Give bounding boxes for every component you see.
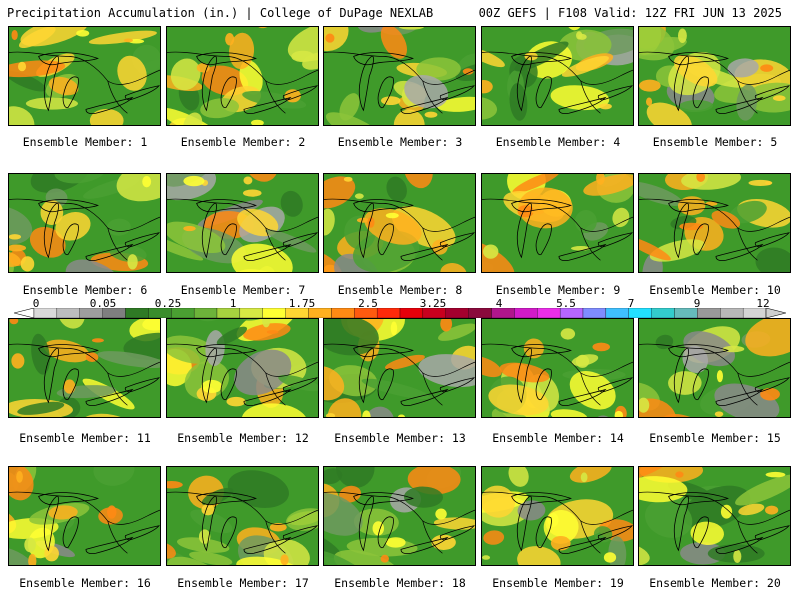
ensemble-member-map-13 bbox=[323, 318, 476, 418]
ensemble-member-label: Ensemble Member: 13 bbox=[334, 431, 466, 445]
ensemble-member-label: Ensemble Member: 14 bbox=[492, 431, 624, 445]
precip-field bbox=[167, 319, 318, 417]
run-valid-time: 00Z GEFS | F108 Valid: 12Z FRI JUN 13 20… bbox=[478, 6, 782, 20]
precip-field bbox=[639, 467, 790, 565]
ensemble-member-map-4 bbox=[481, 26, 634, 126]
ensemble-member-label: Ensemble Member: 12 bbox=[177, 431, 309, 445]
ensemble-member-map-5 bbox=[638, 26, 791, 126]
ensemble-member-map-12 bbox=[166, 318, 319, 418]
ensemble-member-label: Ensemble Member: 9 bbox=[495, 283, 621, 297]
precip-field bbox=[324, 174, 475, 272]
ensemble-member-label: Ensemble Member: 15 bbox=[649, 431, 781, 445]
colorbar-tick-label: 7 bbox=[627, 297, 635, 310]
ensemble-member-label: Ensemble Member: 5 bbox=[652, 135, 778, 149]
colorbar-tick-label: 0.05 bbox=[89, 297, 117, 310]
ensemble-member-map-3 bbox=[323, 26, 476, 126]
colorbar-tick-label: 3.25 bbox=[419, 297, 447, 310]
ensemble-member-label: Ensemble Member: 18 bbox=[334, 576, 466, 590]
ensemble-member-map-15 bbox=[638, 318, 791, 418]
colorbar-tick-label: 12 bbox=[756, 297, 770, 310]
precip-field bbox=[482, 27, 633, 125]
ensemble-member-map-16 bbox=[8, 466, 161, 566]
precip-field bbox=[324, 467, 475, 565]
ensemble-member-map-6 bbox=[8, 173, 161, 273]
ensemble-member-map-20 bbox=[638, 466, 791, 566]
precip-field bbox=[639, 27, 790, 125]
ensemble-member-label: Ensemble Member: 6 bbox=[22, 283, 148, 297]
ensemble-member-map-19 bbox=[481, 466, 634, 566]
ensemble-member-map-10 bbox=[638, 173, 791, 273]
ensemble-member-map-7 bbox=[166, 173, 319, 273]
colorbar-tick-label: 2.5 bbox=[358, 297, 378, 310]
ensemble-member-map-2 bbox=[166, 26, 319, 126]
precip-field bbox=[324, 319, 475, 417]
precip-field bbox=[639, 174, 790, 272]
precip-field bbox=[9, 174, 160, 272]
ensemble-member-map-14 bbox=[481, 318, 634, 418]
ensemble-member-label: Ensemble Member: 3 bbox=[337, 135, 463, 149]
precip-field bbox=[167, 27, 318, 125]
colorbar-tick-label: 4 bbox=[495, 297, 503, 310]
precip-field bbox=[324, 27, 475, 125]
ensemble-member-label: Ensemble Member: 4 bbox=[495, 135, 621, 149]
ensemble-member-label: Ensemble Member: 7 bbox=[180, 283, 306, 297]
precip-field bbox=[639, 319, 790, 417]
precip-field bbox=[9, 467, 160, 565]
colorbar-tick-label: 5.5 bbox=[556, 297, 576, 310]
precip-field bbox=[482, 319, 633, 417]
ensemble-member-map-18 bbox=[323, 466, 476, 566]
colorbar-tick-label: 1 bbox=[229, 297, 237, 310]
precip-colorbar bbox=[14, 308, 786, 318]
ensemble-member-label: Ensemble Member: 10 bbox=[649, 283, 781, 297]
precip-field bbox=[482, 467, 633, 565]
ensemble-member-map-8 bbox=[323, 173, 476, 273]
precip-field bbox=[9, 27, 160, 125]
ensemble-member-label: Ensemble Member: 19 bbox=[492, 576, 624, 590]
colorbar-tick-label: 1.75 bbox=[288, 297, 316, 310]
ensemble-member-label: Ensemble Member: 17 bbox=[177, 576, 309, 590]
ensemble-member-label: Ensemble Member: 2 bbox=[180, 135, 306, 149]
ensemble-member-label: Ensemble Member: 8 bbox=[337, 283, 463, 297]
colorbar-tick-label: 0 bbox=[32, 297, 40, 310]
colorbar-tick-label: 9 bbox=[693, 297, 701, 310]
ensemble-member-map-11 bbox=[8, 318, 161, 418]
ensemble-member-label: Ensemble Member: 11 bbox=[19, 431, 151, 445]
colorbar-tick-label: 0.25 bbox=[154, 297, 182, 310]
precip-field bbox=[482, 174, 633, 272]
ensemble-member-map-1 bbox=[8, 26, 161, 126]
precip-field bbox=[9, 319, 160, 417]
ensemble-member-label: Ensemble Member: 20 bbox=[649, 576, 781, 590]
precip-field bbox=[167, 174, 318, 272]
ensemble-member-label: Ensemble Member: 1 bbox=[22, 135, 148, 149]
map-title: Precipitation Accumulation (in.) | Colle… bbox=[7, 6, 434, 20]
ensemble-member-map-17 bbox=[166, 466, 319, 566]
ensemble-member-label: Ensemble Member: 16 bbox=[19, 576, 151, 590]
precip-field bbox=[167, 467, 318, 565]
ensemble-member-map-9 bbox=[481, 173, 634, 273]
